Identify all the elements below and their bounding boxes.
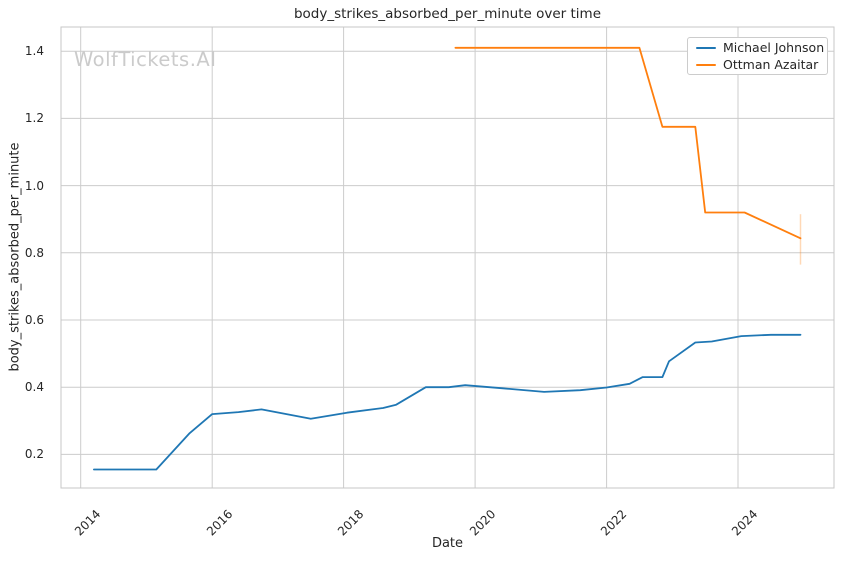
legend-item-ottman-azaitar: Ottman Azaitar	[696, 57, 819, 72]
series-line-ottman-azaitar	[454, 46, 802, 240]
y-tick-label: 1.2	[24, 111, 44, 126]
x-axis-label: Date	[431, 536, 464, 551]
watermark: WolfTickets.AI	[74, 48, 217, 71]
legend-line-sample-orange	[696, 63, 716, 66]
legend: Michael Johnson Ottman Azaitar	[687, 37, 828, 75]
y-tick-label: 1.4	[24, 44, 44, 59]
legend-label: Michael Johnson	[723, 40, 825, 55]
y-tick-label: 0.2	[24, 447, 44, 462]
legend-line-sample-blue	[696, 46, 716, 49]
legend-label: Ottman Azaitar	[723, 57, 819, 72]
y-tick-label: 1.0	[24, 178, 44, 193]
chart-title: body_strikes_absorbed_per_minute over ti…	[293, 6, 602, 22]
y-tick-label: 0.6	[24, 312, 44, 327]
axes-border	[60, 26, 835, 489]
legend-item-michael-johnson: Michael Johnson	[696, 40, 824, 55]
y-tick-label: 0.8	[24, 245, 44, 260]
series-line-michael-johnson	[93, 333, 802, 471]
y-tick-label: 0.4	[24, 380, 44, 395]
